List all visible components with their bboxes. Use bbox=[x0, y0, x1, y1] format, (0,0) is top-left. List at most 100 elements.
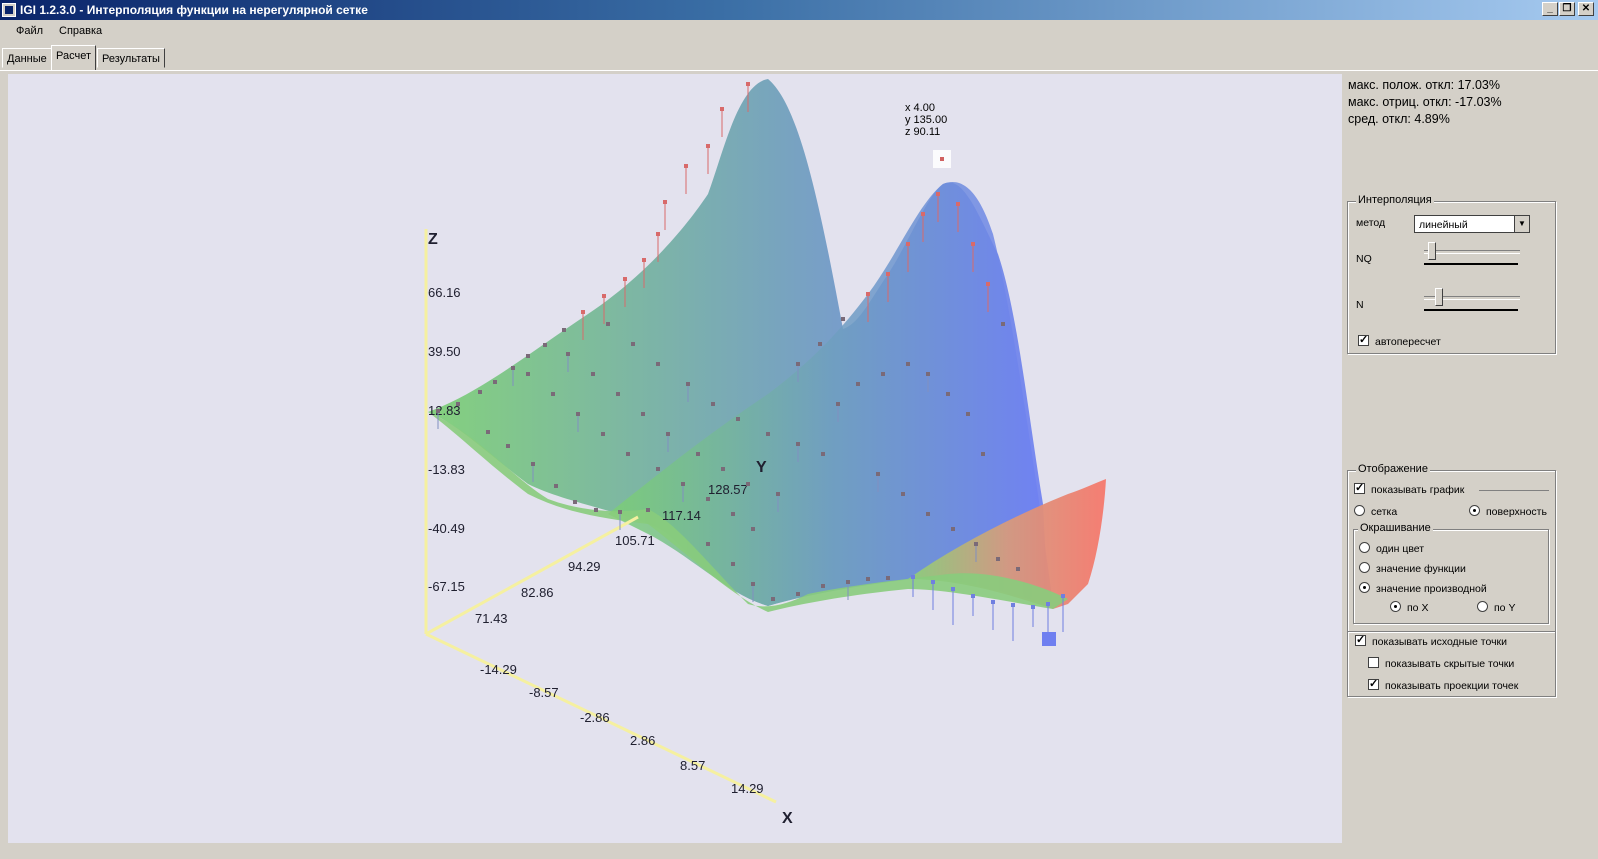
menu-file[interactable]: Файл bbox=[16, 25, 44, 37]
by-y-label: по Y bbox=[1494, 602, 1516, 614]
tab-calc[interactable]: Расчет bbox=[51, 45, 96, 70]
deriv-value-label: значение производной bbox=[1376, 583, 1487, 595]
x-tick: -8.57 bbox=[529, 685, 559, 700]
n-slider-track[interactable] bbox=[1424, 296, 1520, 300]
z-tick: -67.15 bbox=[428, 579, 465, 594]
source-point bbox=[974, 542, 978, 546]
show-graph-checkbox[interactable] bbox=[1354, 481, 1365, 494]
tab-data[interactable]: Данные bbox=[2, 48, 52, 68]
source-point bbox=[486, 430, 490, 434]
show-source-label: показывать исходные точки bbox=[1372, 636, 1508, 648]
mesh-radio[interactable] bbox=[1354, 505, 1365, 516]
show-hidden-label: показывать скрытые точки bbox=[1385, 658, 1515, 670]
surface-radio[interactable] bbox=[1469, 505, 1480, 516]
source-point bbox=[626, 452, 630, 456]
by-x-radio[interactable] bbox=[1390, 601, 1401, 612]
auto-recalc-label: автопересчет bbox=[1375, 336, 1441, 348]
source-point bbox=[456, 402, 460, 406]
x-tick: -2.86 bbox=[580, 710, 610, 725]
show-proj-label: показывать проекции точек bbox=[1385, 680, 1519, 692]
source-point bbox=[821, 584, 825, 588]
selected-point-dot[interactable] bbox=[940, 157, 944, 161]
source-point bbox=[751, 527, 755, 531]
axes bbox=[424, 229, 777, 804]
coloring-group: Окрашивание один цвет значение функции з… bbox=[1353, 522, 1549, 624]
source-point bbox=[721, 467, 725, 471]
source-point bbox=[996, 557, 1000, 561]
source-point bbox=[566, 352, 570, 356]
tooltip-x: x 4.00 bbox=[905, 102, 935, 114]
tab-results[interactable]: Результаты bbox=[97, 48, 165, 68]
nq-slider-thumb[interactable] bbox=[1428, 242, 1437, 260]
chevron-down-icon[interactable]: ▼ bbox=[1514, 216, 1529, 232]
source-point bbox=[506, 444, 510, 448]
source-point bbox=[1016, 567, 1020, 571]
source-point bbox=[551, 392, 555, 396]
nq-slider-track[interactable] bbox=[1424, 250, 1520, 254]
menu-help[interactable]: Справка bbox=[59, 25, 103, 37]
source-point bbox=[576, 412, 580, 416]
side-panel: макс. полож. откл: 17.03% макс. отриц. о… bbox=[1344, 74, 1598, 843]
show-source-checkbox[interactable] bbox=[1355, 633, 1366, 646]
source-point bbox=[1001, 322, 1005, 326]
by-y-radio[interactable] bbox=[1477, 601, 1488, 612]
source-point bbox=[681, 482, 685, 486]
title-bar: IGI 1.2.3.0 - Интерполяция функции на не… bbox=[0, 0, 1598, 20]
source-point bbox=[866, 292, 870, 296]
x-tick: 14.29 bbox=[731, 781, 764, 796]
tooltip-z: z 90.11 bbox=[905, 126, 940, 138]
source-point bbox=[876, 472, 880, 476]
source-point bbox=[706, 144, 710, 148]
source-point bbox=[493, 380, 497, 384]
close-button[interactable]: ✕ bbox=[1578, 2, 1594, 16]
source-point bbox=[731, 512, 735, 516]
source-point bbox=[642, 258, 646, 262]
source-point bbox=[901, 492, 905, 496]
source-point bbox=[856, 382, 860, 386]
mesh-label: сетка bbox=[1371, 506, 1398, 518]
plot-canvas[interactable]: Z 66.16 39.50 12.83 -13.83 -40.49 -67.15… bbox=[8, 74, 1342, 843]
auto-recalc-checkbox[interactable] bbox=[1358, 333, 1369, 346]
source-point bbox=[796, 362, 800, 366]
source-point bbox=[543, 343, 547, 347]
show-hidden-checkbox[interactable] bbox=[1368, 657, 1379, 668]
y-tick: 94.29 bbox=[568, 559, 601, 574]
source-point bbox=[606, 322, 610, 326]
source-point bbox=[706, 542, 710, 546]
coloring-legend: Окрашивание bbox=[1358, 522, 1433, 534]
func-value-radio[interactable] bbox=[1359, 562, 1370, 573]
source-point bbox=[771, 597, 775, 601]
n-slider-base bbox=[1424, 309, 1518, 311]
show-proj-checkbox[interactable] bbox=[1368, 677, 1379, 690]
source-point bbox=[936, 192, 940, 196]
source-point bbox=[946, 392, 950, 396]
source-point bbox=[971, 594, 975, 598]
projection-marker[interactable] bbox=[1042, 632, 1056, 646]
source-point bbox=[746, 82, 750, 86]
source-point bbox=[1046, 602, 1050, 606]
source-point bbox=[751, 582, 755, 586]
source-point bbox=[573, 500, 577, 504]
func-value-label: значение функции bbox=[1376, 563, 1466, 575]
source-point bbox=[866, 577, 870, 581]
restore-button[interactable]: ❐ bbox=[1559, 2, 1575, 16]
source-point bbox=[836, 402, 840, 406]
deriv-value-radio[interactable] bbox=[1359, 582, 1370, 593]
n-slider-thumb[interactable] bbox=[1434, 288, 1443, 306]
surface-plot[interactable]: Z 66.16 39.50 12.83 -13.83 -40.49 -67.15… bbox=[8, 74, 1342, 843]
source-point bbox=[886, 272, 890, 276]
source-point bbox=[618, 510, 622, 514]
minimize-button[interactable]: _ bbox=[1542, 2, 1558, 16]
source-point bbox=[796, 592, 800, 596]
display-group: Отображение показывать график сетка пове… bbox=[1347, 463, 1556, 697]
source-point bbox=[746, 482, 750, 486]
source-point bbox=[711, 402, 715, 406]
source-point bbox=[602, 294, 606, 298]
source-point bbox=[966, 412, 970, 416]
source-point bbox=[991, 600, 995, 604]
method-select[interactable]: линейный ▼ bbox=[1414, 215, 1530, 233]
surface-front bbox=[428, 412, 1068, 612]
one-color-radio[interactable] bbox=[1359, 542, 1370, 553]
source-point bbox=[666, 432, 670, 436]
source-point bbox=[971, 242, 975, 246]
